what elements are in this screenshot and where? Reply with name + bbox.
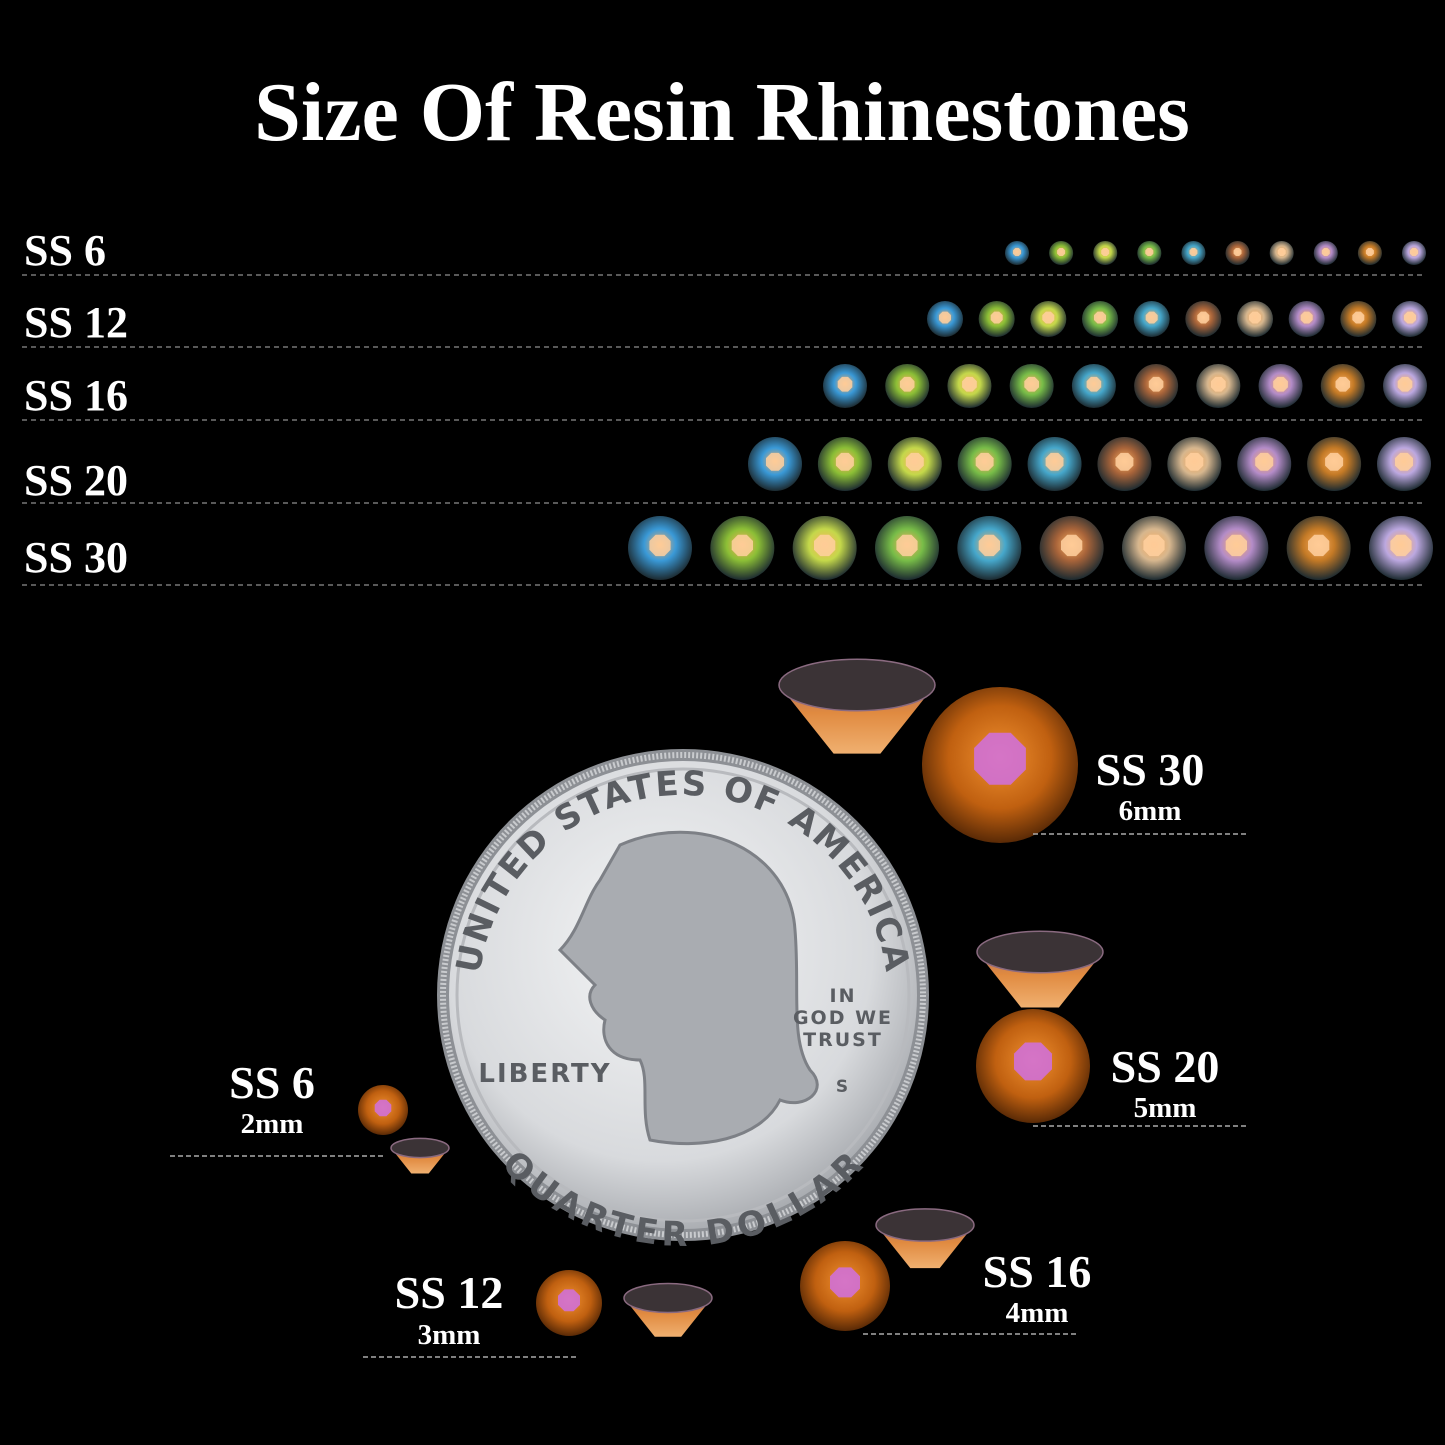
coin-motto: IN — [830, 985, 857, 1007]
coin: UNITED STATES OF AMERICA QUARTER DOLLAR … — [437, 749, 929, 1255]
stone-facet — [1352, 311, 1365, 324]
stone-facet — [1321, 248, 1330, 256]
stone-facet — [1365, 248, 1374, 256]
stone-facet — [1395, 452, 1413, 471]
stone-facet — [1410, 248, 1418, 256]
size-mm: 3mm — [418, 1319, 481, 1351]
stone-facet — [1255, 452, 1274, 471]
stone-facet — [374, 1099, 392, 1117]
coin-portrait — [557, 830, 819, 1146]
stone-facet — [1277, 248, 1286, 256]
stone-facet — [1148, 376, 1164, 392]
stone-back — [623, 1282, 713, 1314]
stone-facet — [1273, 376, 1288, 392]
stone-facet — [939, 311, 951, 324]
stone-facet — [1390, 534, 1412, 557]
stone-facet — [1101, 248, 1110, 256]
row-label: SS 12 — [24, 298, 128, 347]
coin-motto: TRUST — [803, 1029, 883, 1051]
size-label: SS 16 — [983, 1246, 1092, 1297]
stone-facet — [1045, 452, 1064, 471]
stone-facet — [899, 376, 915, 392]
stone-facet — [1145, 248, 1154, 256]
coin-mint: S — [836, 1077, 850, 1097]
size-label: SS 12 — [395, 1267, 504, 1318]
stone-back — [390, 1137, 450, 1159]
stone-facet — [1094, 311, 1106, 324]
stone-facet — [1335, 376, 1351, 392]
stone-facet — [1115, 452, 1134, 471]
title: Size Of Resin Rhinestones — [254, 66, 1190, 159]
stone-facet — [990, 311, 1003, 324]
coin-liberty: LIBERTY — [478, 1059, 611, 1089]
stone-facet — [1397, 376, 1413, 392]
stone-facet — [896, 534, 918, 557]
stone-facet — [1013, 248, 1021, 256]
size-mm: 6mm — [1119, 795, 1182, 827]
size-mm: 5mm — [1134, 1092, 1197, 1124]
row-label: SS 16 — [24, 371, 128, 420]
size-label: SS 20 — [1111, 1041, 1220, 1092]
stone-facet — [830, 1267, 860, 1298]
coin-motto: GOD WE — [793, 1007, 893, 1029]
size-mm: 2mm — [241, 1108, 304, 1140]
stone-facet — [1042, 311, 1055, 324]
stone-facet — [905, 452, 924, 471]
stone-facet — [835, 452, 854, 471]
stone-facet — [837, 376, 853, 392]
size-label: SS 6 — [229, 1057, 315, 1108]
stone-facet — [1308, 534, 1330, 557]
stone-facet — [649, 534, 671, 557]
stone-facet — [975, 452, 994, 471]
row-label: SS 30 — [24, 533, 128, 582]
stone-facet — [1404, 311, 1416, 324]
stone-facet — [1189, 248, 1198, 256]
row-label: SS 20 — [24, 456, 128, 505]
row-label: SS 6 — [24, 226, 106, 275]
stone-facet — [814, 534, 836, 557]
stone-facet — [978, 534, 1000, 557]
stone-back — [778, 658, 936, 712]
stone-facet — [731, 534, 753, 557]
stone-facet — [1145, 311, 1158, 324]
stone-facet — [558, 1289, 580, 1312]
stone-back — [976, 930, 1104, 974]
size-label: SS 30 — [1096, 744, 1205, 795]
stone-back — [875, 1208, 975, 1242]
coin-reeding — [440, 752, 926, 1238]
stone-facet — [974, 732, 1026, 785]
stone-facet — [1057, 248, 1066, 256]
stone-facet — [1185, 452, 1204, 471]
stone-facet — [1197, 311, 1210, 324]
stone-facet — [1014, 1042, 1052, 1081]
stone-facet — [766, 452, 784, 471]
stone-facet — [1211, 376, 1226, 392]
stone-facet — [1024, 376, 1039, 392]
size-mm: 4mm — [1006, 1297, 1069, 1329]
stone-facet — [1143, 534, 1165, 557]
stone-facet — [1325, 452, 1344, 471]
stone-facet — [1249, 311, 1261, 324]
stone-facet — [1300, 311, 1313, 324]
coin-rim — [455, 767, 911, 1223]
stone-facet — [1233, 248, 1242, 256]
stone-facet — [962, 376, 977, 392]
stone-facet — [1086, 376, 1102, 392]
stone-facet — [1061, 534, 1083, 557]
stone-facet — [1225, 534, 1247, 557]
